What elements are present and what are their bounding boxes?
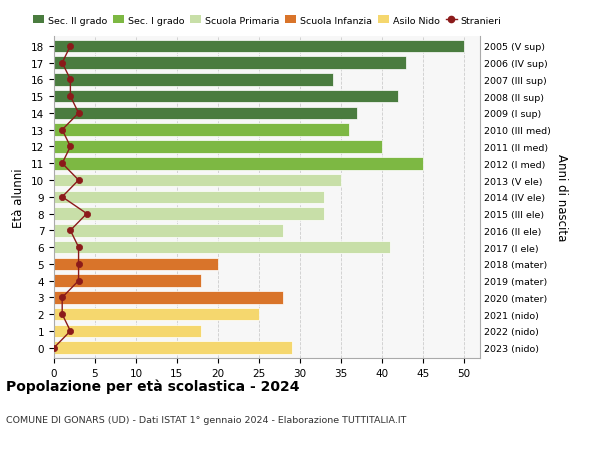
Legend: Sec. II grado, Sec. I grado, Scuola Primaria, Scuola Infanzia, Asilo Nido, Stran: Sec. II grado, Sec. I grado, Scuola Prim…: [32, 17, 502, 26]
Bar: [54, 157, 422, 170]
Bar: [54, 308, 259, 321]
Y-axis label: Anni di nascita: Anni di nascita: [555, 154, 568, 241]
Bar: [54, 191, 325, 204]
Bar: [54, 258, 218, 271]
Text: Popolazione per età scolastica - 2024: Popolazione per età scolastica - 2024: [6, 379, 299, 393]
Bar: [54, 107, 357, 120]
Y-axis label: Età alunni: Età alunni: [13, 168, 25, 227]
Text: COMUNE DI GONARS (UD) - Dati ISTAT 1° gennaio 2024 - Elaborazione TUTTITALIA.IT: COMUNE DI GONARS (UD) - Dati ISTAT 1° ge…: [6, 415, 406, 425]
Bar: [54, 224, 283, 237]
Bar: [54, 275, 202, 287]
Bar: [54, 124, 349, 137]
Bar: [54, 291, 283, 304]
Bar: [54, 208, 325, 220]
Bar: [54, 174, 341, 187]
Bar: [54, 141, 382, 153]
Bar: [54, 57, 406, 70]
Bar: [54, 40, 464, 53]
Bar: [54, 241, 390, 254]
Bar: [54, 341, 292, 354]
Bar: [54, 74, 332, 86]
Bar: [54, 325, 202, 337]
Bar: [54, 91, 398, 103]
